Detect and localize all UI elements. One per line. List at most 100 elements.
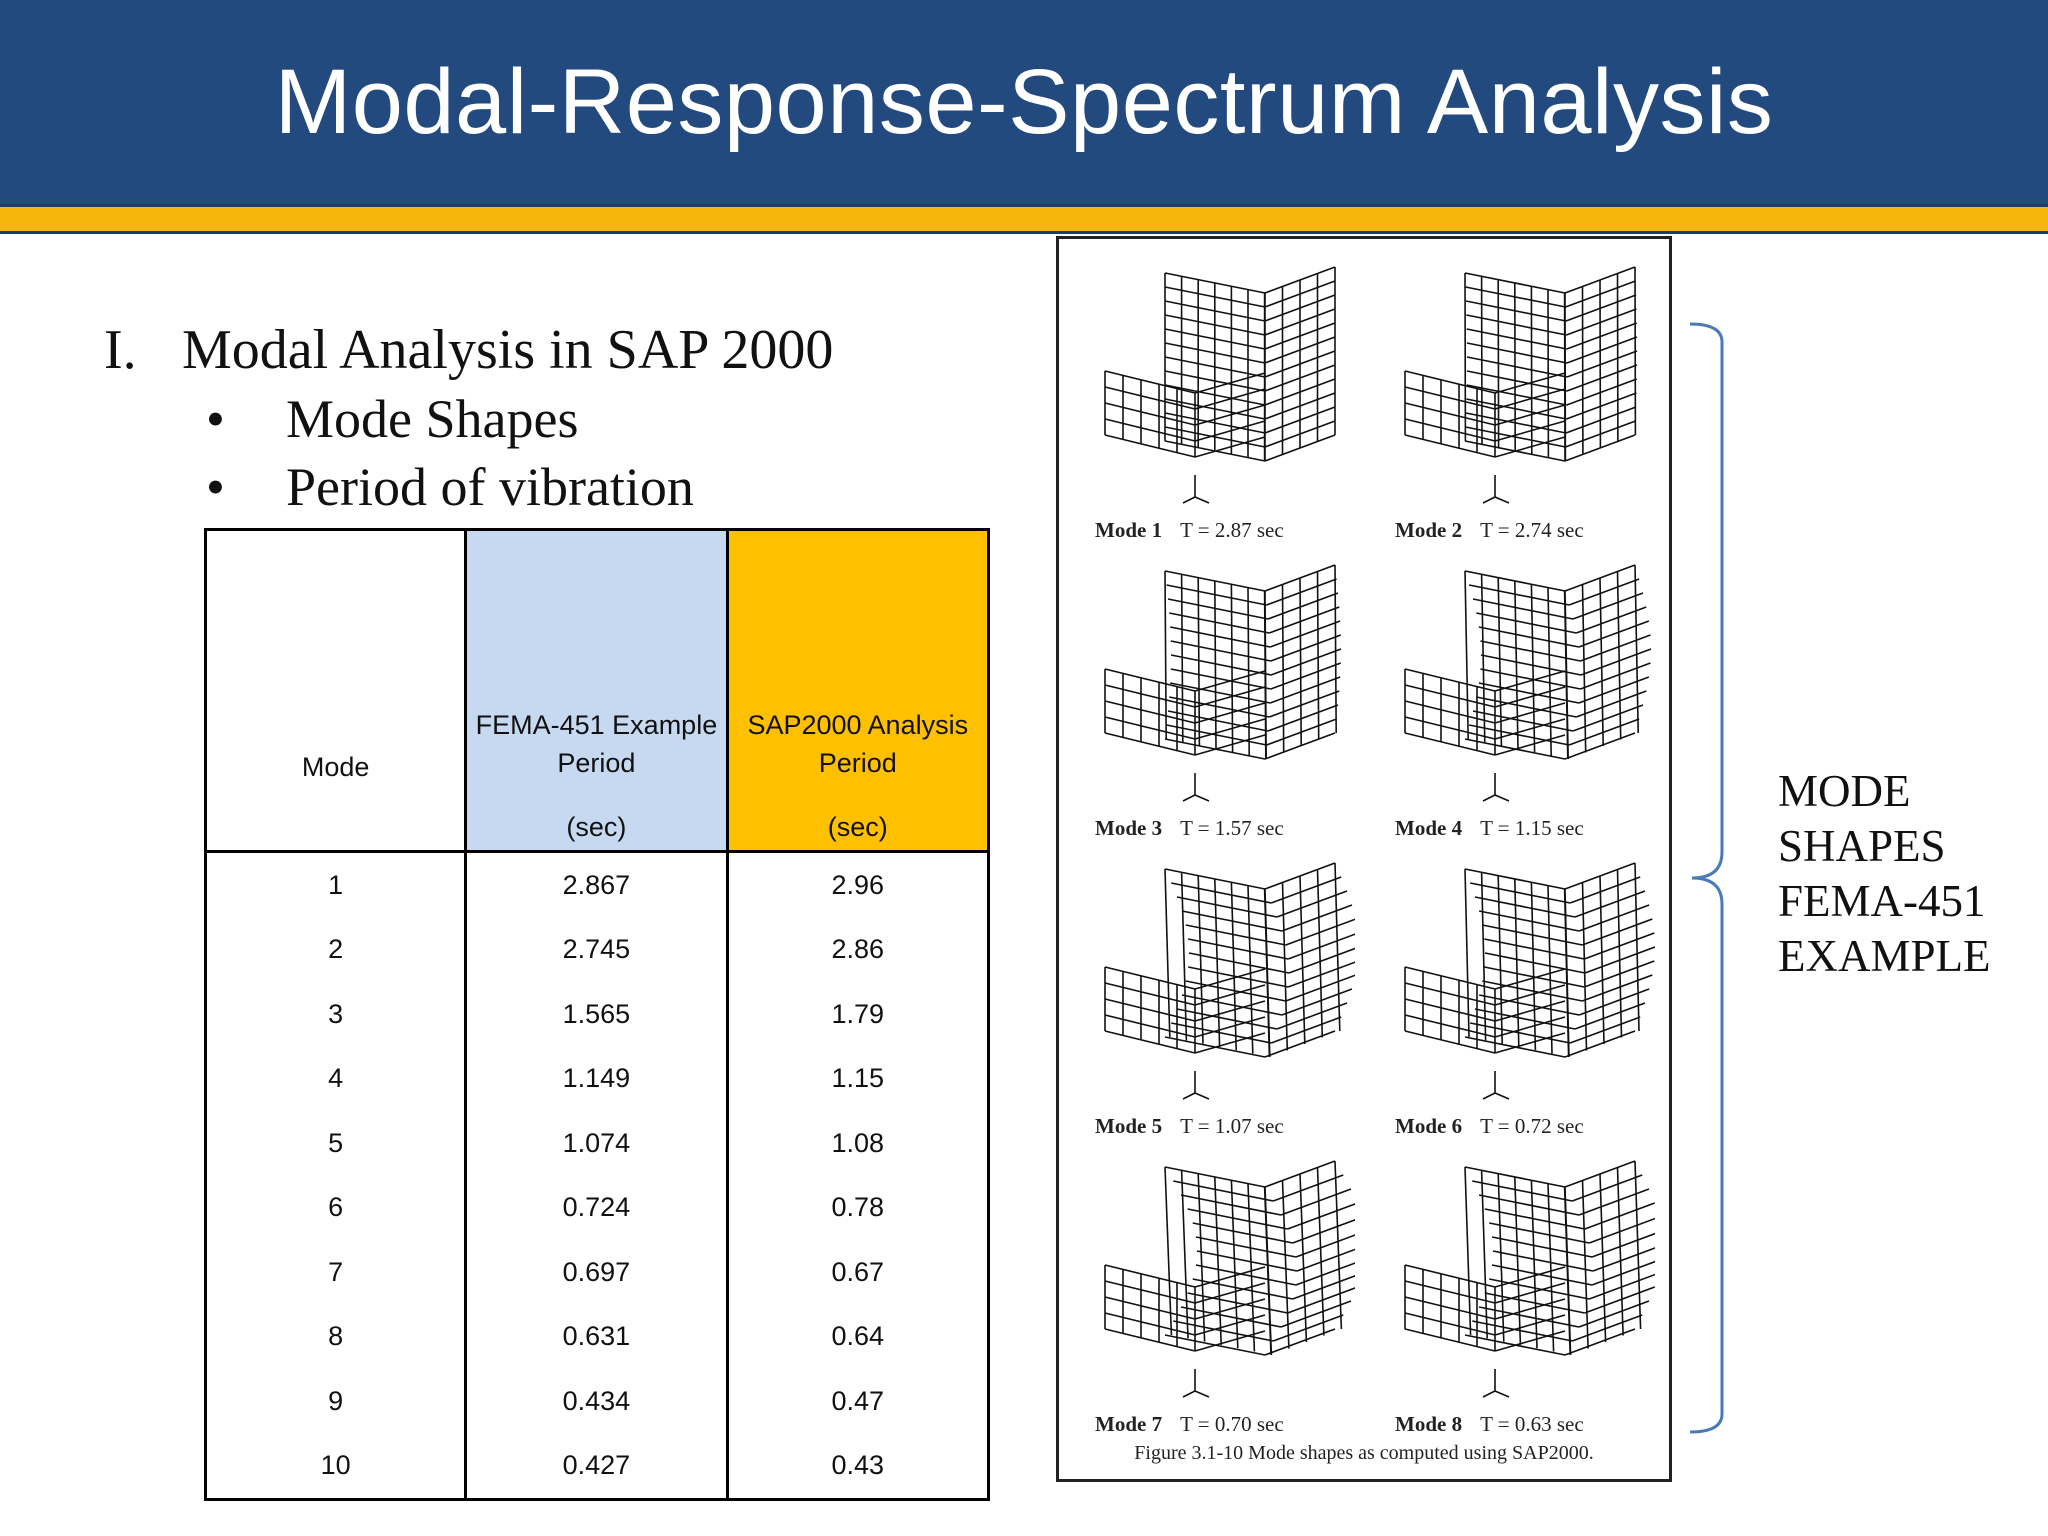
cell-fema: 0.427: [464, 1433, 729, 1501]
table-row: 3 1.565 1.79: [203, 982, 991, 1047]
cell-sap: 0.47: [725, 1369, 991, 1434]
mode-period: T = 1.07 sec: [1180, 1114, 1284, 1138]
building-wireframe-drawing: [1404, 862, 1656, 1100]
mode-shape-label: Mode 6 T = 0.72 sec: [1395, 1114, 1675, 1139]
mode-shapes-side-label: MODE SHAPES FEMA-451 EXAMPLE: [1778, 764, 1991, 984]
cell-sap: 0.67: [725, 1240, 991, 1305]
building-wireframe-drawing: [1104, 266, 1336, 504]
table-row: 6 0.724 0.78: [203, 1175, 991, 1240]
mode-number: Mode 4: [1395, 816, 1463, 840]
side-label-line: EXAMPLE: [1778, 931, 1991, 981]
mode-number: Mode 2: [1395, 518, 1463, 542]
table-row: 8 0.631 0.64: [203, 1304, 991, 1369]
mode-period: T = 1.15 sec: [1480, 816, 1584, 840]
mode-shape-label: Mode 7 T = 0.70 sec: [1095, 1412, 1375, 1437]
bullet-text: Period of vibration: [286, 457, 694, 517]
table-row: 1 2.867 2.96: [203, 851, 991, 918]
cell-fema: 1.149: [464, 1046, 729, 1111]
cell-fema: 2.745: [464, 917, 729, 982]
right-brace: [1689, 322, 1724, 1434]
header-fema-line2: Period: [557, 748, 636, 778]
cell-sap: 0.64: [725, 1304, 991, 1369]
header-mode-label: Mode: [301, 752, 370, 782]
mode-number: Mode 6: [1395, 1114, 1463, 1138]
building-wireframe-drawing: [1404, 1160, 1664, 1398]
side-label-line: MODE: [1778, 766, 1911, 816]
header-mode: Mode: [203, 528, 468, 853]
table-header-row: Mode FEMA-451 Example Period (sec) SAP20…: [203, 528, 991, 853]
mode-period: T = 2.87 sec: [1180, 518, 1284, 542]
mode-number: Mode 1: [1095, 518, 1163, 542]
mode-shape-item: Mode 5 T = 1.07 sec: [1095, 849, 1375, 1139]
bullet-marker: •: [206, 389, 225, 449]
mode-period: T = 0.70 sec: [1180, 1412, 1284, 1436]
cell-mode: 3: [203, 982, 468, 1047]
table-row: 10 0.427 0.43: [203, 1433, 991, 1501]
mode-shape-label: Mode 4 T = 1.15 sec: [1395, 816, 1675, 841]
bullet-marker: •: [206, 457, 225, 517]
cell-mode: 2: [203, 917, 468, 982]
cell-fema: 2.867: [464, 851, 729, 918]
mode-number: Mode 8: [1395, 1412, 1463, 1436]
cell-mode: 6: [203, 1175, 468, 1240]
mode-shape-label: Mode 2 T = 2.74 sec: [1395, 518, 1675, 543]
mode-period: T = 2.74 sec: [1480, 518, 1584, 542]
cell-sap: 1.79: [725, 982, 991, 1047]
building-wireframe-drawing: [1404, 266, 1638, 504]
cell-fema: 0.434: [464, 1369, 729, 1434]
cell-mode: 1: [203, 851, 468, 918]
header-sap-line1: SAP2000 Analysis: [747, 710, 969, 740]
cell-mode: 7: [203, 1240, 468, 1305]
mode-shape-label: Mode 8 T = 0.63 sec: [1395, 1412, 1675, 1437]
mode-shape-item: Mode 4 T = 1.15 sec: [1395, 551, 1675, 841]
building-wireframe-drawing: [1404, 564, 1652, 802]
table-row: 4 1.149 1.15: [203, 1046, 991, 1111]
building-wireframe-drawing: [1104, 1160, 1368, 1398]
header-fema-unit: (sec): [566, 812, 627, 842]
mode-number: Mode 7: [1095, 1412, 1163, 1436]
side-label-line: SHAPES: [1778, 821, 1946, 871]
mode-shape-label: Mode 5 T = 1.07 sec: [1095, 1114, 1375, 1139]
header-sap-period: SAP2000 Analysis Period (sec): [725, 528, 991, 853]
cell-sap: 0.43: [725, 1433, 991, 1501]
cell-sap: 1.08: [725, 1111, 991, 1176]
cell-sap: 2.96: [725, 851, 991, 918]
building-wireframe-drawing: [1104, 862, 1360, 1100]
mode-shape-item: Mode 1 T = 2.87 sec: [1095, 253, 1375, 543]
period-comparison-table: Mode FEMA-451 Example Period (sec) SAP20…: [203, 528, 991, 1501]
header-fema-line1: FEMA-451 Example: [475, 710, 718, 740]
mode-shape-item: Mode 3 T = 1.57 sec: [1095, 551, 1375, 841]
cell-fema: 0.724: [464, 1175, 729, 1240]
outline-number: I.: [104, 319, 137, 381]
table-row: 5 1.074 1.08: [203, 1111, 991, 1176]
cell-mode: 8: [203, 1304, 468, 1369]
cell-fema: 0.697: [464, 1240, 729, 1305]
cell-fema: 1.074: [464, 1111, 729, 1176]
mode-shape-label: Mode 3 T = 1.57 sec: [1095, 816, 1375, 841]
header-sap-line2: Period: [818, 748, 897, 778]
cell-sap: 1.15: [725, 1046, 991, 1111]
table-row: 9 0.434 0.47: [203, 1369, 991, 1434]
mode-shape-item: Mode 6 T = 0.72 sec: [1395, 849, 1675, 1139]
cell-sap: 0.78: [725, 1175, 991, 1240]
bullet-text: Mode Shapes: [286, 389, 579, 449]
outline-heading: Modal Analysis in SAP 2000: [182, 319, 834, 381]
building-wireframe-drawing: [1104, 564, 1342, 802]
cell-mode: 4: [203, 1046, 468, 1111]
cell-fema: 1.565: [464, 982, 729, 1047]
table-row: 7 0.697 0.67: [203, 1240, 991, 1305]
mode-shape-label: Mode 1 T = 2.87 sec: [1095, 518, 1375, 543]
cell-mode: 10: [203, 1433, 468, 1501]
cell-sap: 2.86: [725, 917, 991, 982]
mode-period: T = 1.57 sec: [1180, 816, 1284, 840]
title-bar: [0, 0, 2048, 204]
side-label-line: FEMA-451: [1778, 876, 1986, 926]
mode-period: T = 0.72 sec: [1480, 1114, 1584, 1138]
title-underline-stripe: [0, 204, 2048, 234]
mode-period: T = 0.63 sec: [1480, 1412, 1584, 1436]
mode-shape-item: Mode 8 T = 0.63 sec: [1395, 1147, 1675, 1437]
table-row: 2 2.745 2.86: [203, 917, 991, 982]
cell-mode: 9: [203, 1369, 468, 1434]
mode-shape-item: Mode 7 T = 0.70 sec: [1095, 1147, 1375, 1437]
